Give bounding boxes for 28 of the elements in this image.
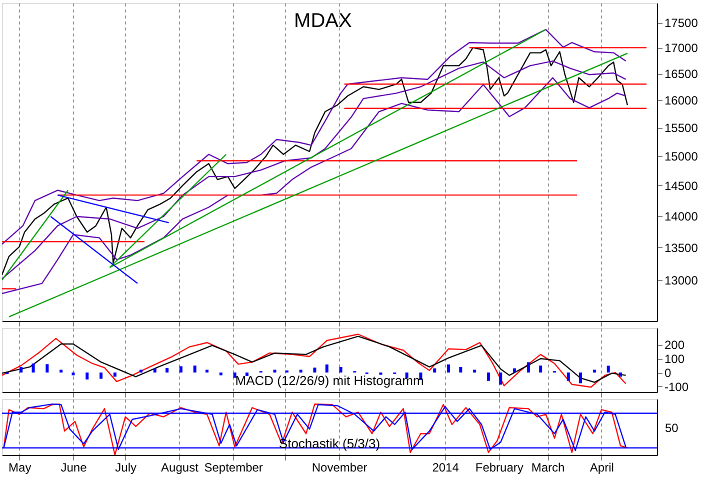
x-tick-label: September [204, 460, 263, 474]
y-tick-label: 17000 [664, 41, 698, 56]
x-tick-label: July [115, 460, 137, 474]
y-tick-label: 14000 [664, 209, 698, 224]
x-tick-label: February [475, 460, 524, 474]
annotation: Stochastik (5/3/3) [278, 436, 380, 451]
y-tick-label: 17500 [664, 16, 698, 30]
x-tick-label: 2014 [432, 460, 460, 474]
chart-title: MDAX [294, 10, 352, 32]
x-tick-label: April [590, 460, 614, 474]
y-tick-label: 13000 [664, 274, 698, 288]
y-tick-label: -100 [664, 380, 689, 394]
y-tick-label: 100 [664, 352, 685, 366]
x-tick-label: November [312, 460, 368, 474]
x-tick-label: June [60, 460, 88, 474]
y-tick-label: 15000 [664, 150, 698, 164]
y-tick-label: 15500 [664, 121, 698, 136]
text: 50 [665, 421, 679, 436]
y-tick-label: 16000 [664, 94, 698, 108]
x-tick-label: May [8, 460, 32, 474]
y-tick-label: 13500 [664, 240, 698, 255]
annotation: MACD (12/26/9) mit Histogramm [235, 373, 424, 388]
x-tick-label: March [531, 460, 565, 474]
y-tick-label: 200 [664, 338, 685, 352]
y-tick-label: 16500 [664, 67, 698, 82]
y-tick-label: 0 [664, 366, 672, 380]
x-tick-label: August [161, 460, 200, 474]
y-tick-label: 14500 [664, 178, 698, 193]
